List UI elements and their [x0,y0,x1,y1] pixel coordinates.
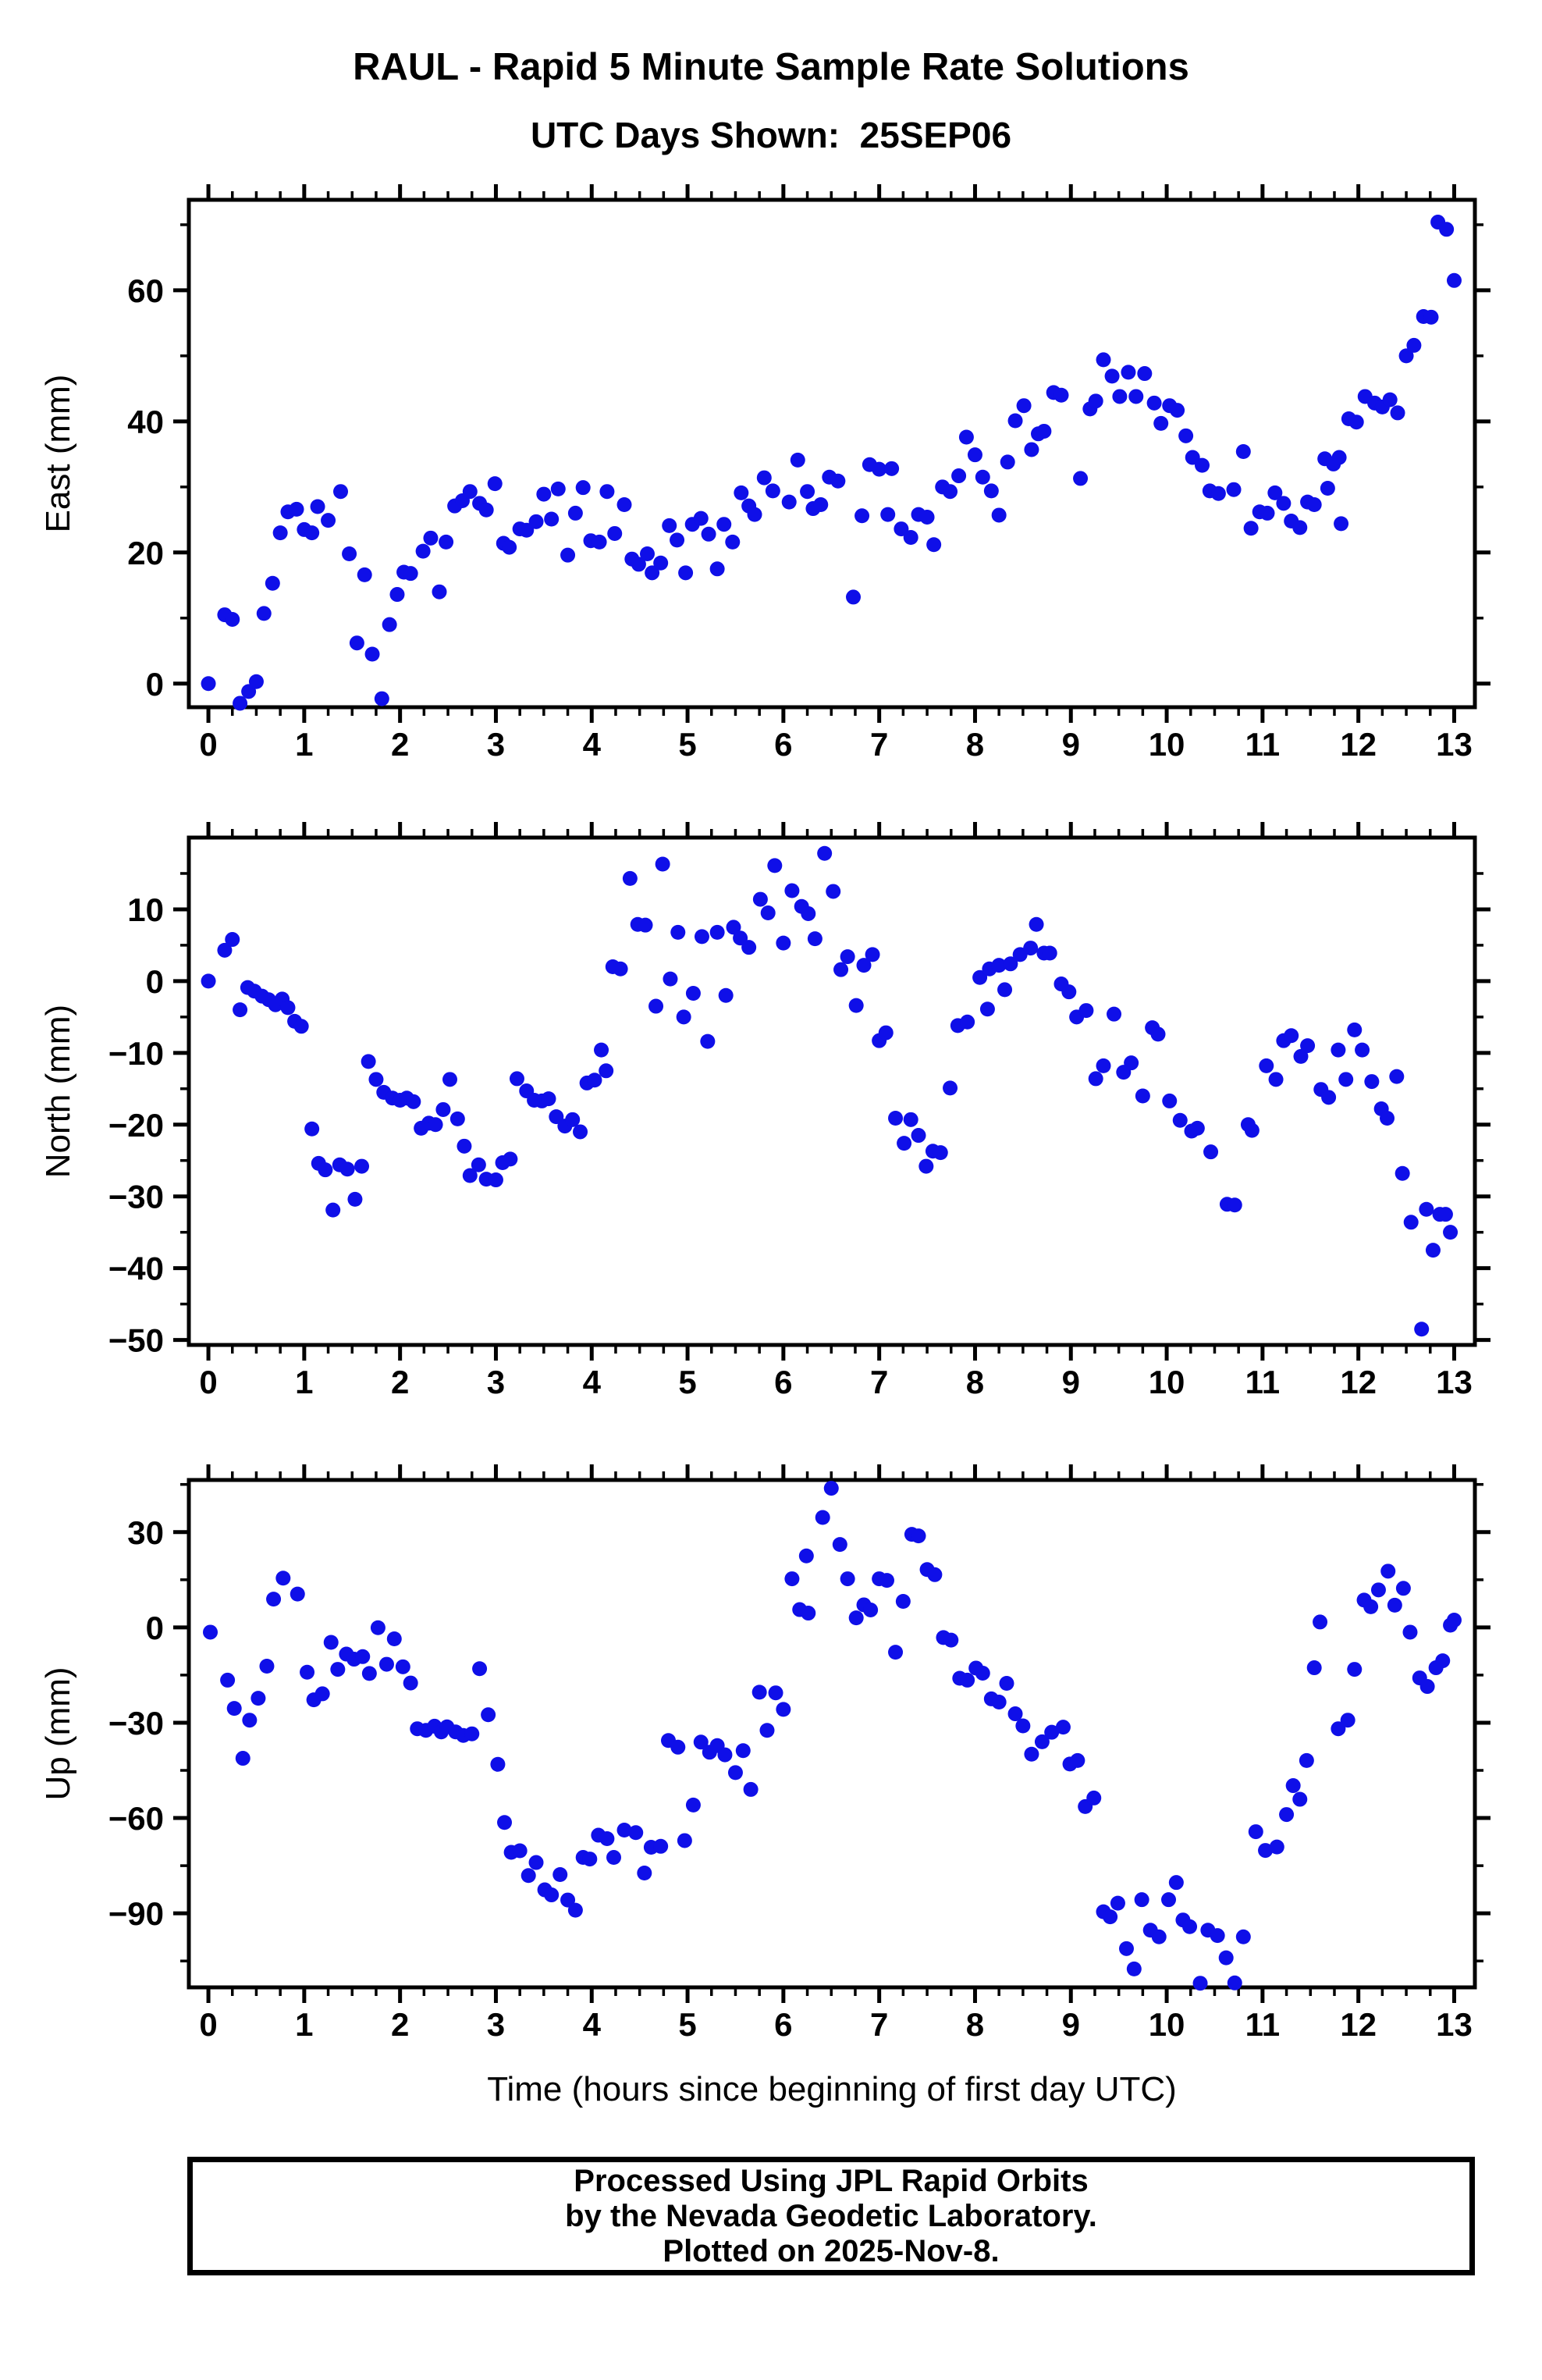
up-xtick-label: 11 [1245,2006,1280,2043]
north-xtick-label: 10 [1149,1364,1185,1400]
up-xtick-label: 10 [1149,2006,1185,2043]
east-xtick-label: 10 [1149,726,1185,763]
east-ytick-label: 0 [146,666,164,703]
north-series-points [201,845,1459,1337]
north-ytick-label: −30 [108,1179,164,1215]
up-series-points [203,1481,1462,1991]
up-xtick-label: 0 [199,2006,217,2043]
east-xtick-label: 0 [199,726,217,763]
footer-line-3: Plotted on 2025-Nov-8. [663,2233,1000,2268]
footer-line-1: Processed Using JPL Rapid Orbits [574,2163,1089,2198]
east-ytick-label: 60 [127,272,164,309]
north-xtick-label: 6 [774,1364,792,1400]
up-ytick-label: −90 [108,1895,164,1932]
up-ytick-label: 30 [127,1514,164,1551]
north-ytick-label: 10 [127,891,164,928]
east-xtick-label: 1 [295,726,313,763]
north-xtick-label: 11 [1245,1364,1280,1400]
up-ytick-label: 0 [146,1610,164,1646]
east-xtick-label: 2 [391,726,409,763]
up-ytick-label: −60 [108,1800,164,1837]
north-xtick-label: 12 [1340,1364,1377,1400]
up-xtick-label: 1 [295,2006,313,2043]
north-ytick-label: 0 [146,963,164,1000]
page-title: RAUL - Rapid 5 Minute Sample Rate Soluti… [353,46,1189,88]
up-xtick-label: 3 [487,2006,505,2043]
east-xtick-label: 5 [678,726,696,763]
east-xtick-label: 12 [1340,726,1377,763]
north-xtick-label: 2 [391,1364,409,1400]
north-ytick-label: −20 [108,1107,164,1144]
x-axis-label: Time (hours since beginning of first day… [487,2070,1177,2108]
north-xtick-label: 4 [583,1364,602,1400]
up-xtick-label: 5 [678,2006,696,2043]
up-xtick-label: 7 [870,2006,888,2043]
east-ytick-label: 20 [127,535,164,571]
up-xtick-label: 8 [966,2006,984,2043]
footer-box: Processed Using JPL Rapid Orbits by the … [187,2157,1475,2275]
up-xtick-label: 9 [1062,2006,1080,2043]
east-xtick-label: 11 [1245,726,1280,763]
north-xtick-label: 0 [199,1364,217,1400]
footer-line-2: by the Nevada Geodetic Laboratory. [565,2198,1097,2233]
north-xtick-label: 9 [1062,1364,1080,1400]
north-xtick-label: 7 [870,1364,888,1400]
up-xtick-label: 13 [1436,2006,1473,2043]
east-xtick-label: 7 [870,726,888,763]
east-xtick-label: 4 [583,726,602,763]
up-xtick-label: 6 [774,2006,792,2043]
east-xtick-label: 9 [1062,726,1080,763]
up-ytick-label: −30 [108,1705,164,1741]
north-xtick-label: 5 [678,1364,696,1400]
north-ytick-label: −10 [108,1035,164,1072]
east-xtick-label: 8 [966,726,984,763]
north-xtick-label: 3 [487,1364,505,1400]
east-xtick-label: 3 [487,726,505,763]
up-xtick-label: 12 [1340,2006,1377,2043]
north-ytick-label: −50 [108,1322,164,1359]
north-xtick-label: 8 [966,1364,984,1400]
north-xtick-label: 1 [295,1364,313,1400]
east-ytick-label: 40 [127,404,164,440]
page-subtitle: UTC Days Shown: 25SEP06 [530,115,1012,155]
up-xtick-label: 2 [391,2006,409,2043]
east-series-points [201,215,1462,711]
east-xtick-label: 13 [1436,726,1473,763]
up-xtick-label: 4 [583,2006,602,2043]
north-xtick-label: 13 [1436,1364,1473,1400]
north-ytick-label: −40 [108,1250,164,1287]
east-xtick-label: 6 [774,726,792,763]
